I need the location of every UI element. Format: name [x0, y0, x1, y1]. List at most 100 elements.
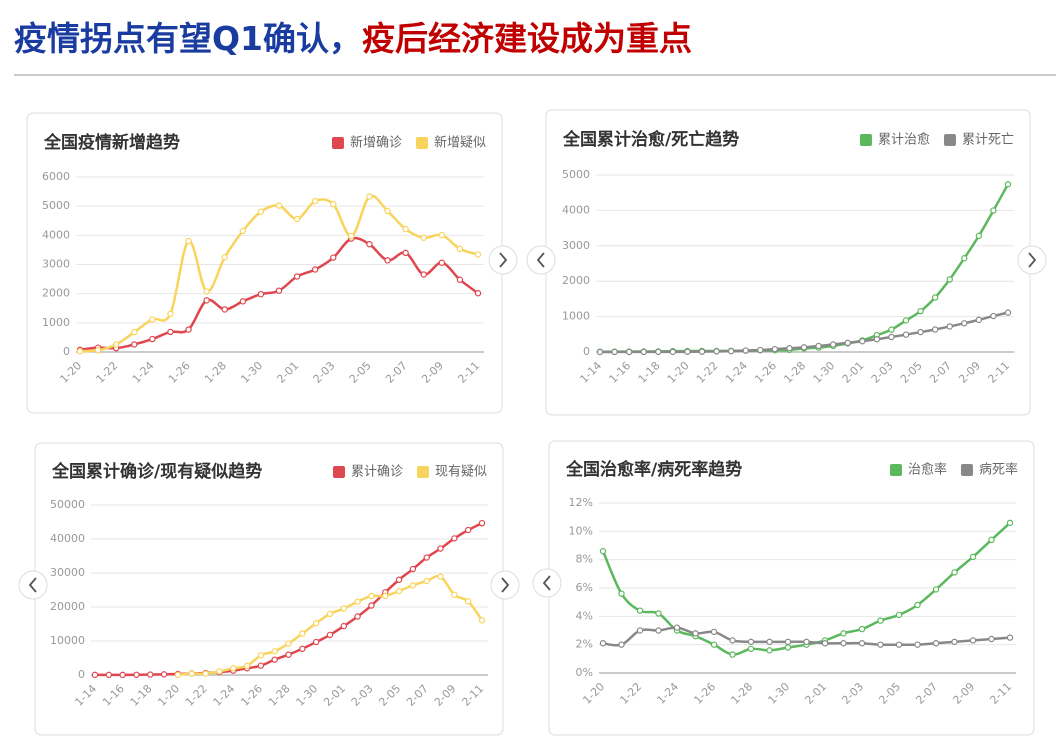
y-tick-label: 4%: [576, 609, 593, 622]
slide-title: 疫情拐点有望Q1确认，疫后经济建设成为重点: [14, 19, 692, 58]
y-tick-label: 10000: [50, 634, 85, 647]
legend-swatch: [859, 134, 872, 146]
y-tick-label: 40000: [50, 532, 85, 545]
point: [917, 328, 924, 336]
point: [902, 331, 910, 338]
point: [611, 348, 618, 356]
point: [655, 610, 662, 617]
point: [185, 326, 192, 333]
y-tick-label: 20000: [50, 600, 85, 613]
point: [275, 202, 283, 209]
point: [94, 347, 102, 354]
point: [932, 586, 940, 593]
prev-button[interactable]: [532, 568, 562, 598]
point: [312, 619, 320, 627]
point: [221, 306, 228, 313]
legend-swatch: [889, 464, 902, 476]
point: [684, 348, 691, 355]
point: [451, 591, 458, 598]
point: [438, 231, 446, 239]
point: [975, 316, 983, 324]
point: [784, 638, 792, 646]
point: [478, 617, 486, 624]
point: [174, 671, 182, 679]
y-tick-label: 1000: [42, 316, 70, 329]
point: [914, 601, 921, 609]
point: [829, 341, 837, 348]
point: [330, 200, 337, 208]
chart-title: 全国累计治愈/死亡趋势: [562, 129, 739, 150]
point: [167, 328, 174, 336]
point: [395, 587, 403, 595]
next-button[interactable]: [488, 245, 518, 275]
point: [625, 348, 633, 356]
point: [888, 326, 895, 333]
chart-title: 全国累计确诊/现有疑似趋势: [51, 461, 262, 482]
point: [456, 245, 464, 253]
point: [815, 342, 822, 350]
point: [326, 610, 334, 618]
point: [636, 627, 644, 634]
point: [917, 307, 924, 315]
point: [655, 627, 662, 634]
legend-swatch: [960, 464, 973, 476]
y-tick-label: 6%: [576, 581, 593, 594]
y-tick-label: 1000: [562, 310, 590, 323]
y-tick-label: 4000: [562, 203, 590, 216]
point: [895, 611, 903, 619]
point: [618, 590, 625, 597]
point: [311, 197, 319, 205]
next-button[interactable]: [1017, 245, 1047, 275]
point: [821, 640, 829, 647]
point: [478, 519, 486, 527]
point: [969, 637, 977, 644]
point: [293, 215, 301, 223]
point: [330, 254, 337, 261]
legend-label: 病死率: [979, 462, 1018, 478]
y-tick-label: 3000: [562, 239, 590, 252]
point: [990, 312, 997, 320]
point: [91, 671, 99, 679]
legend-swatch: [416, 466, 429, 478]
point: [975, 232, 983, 240]
point: [167, 310, 174, 318]
point: [464, 526, 472, 534]
prev-button[interactable]: [526, 245, 556, 275]
y-tick-label: 0: [63, 345, 70, 358]
point: [673, 624, 681, 631]
point: [784, 644, 792, 651]
next-button[interactable]: [490, 570, 520, 600]
point: [729, 637, 736, 644]
point: [299, 630, 306, 637]
point: [230, 665, 237, 672]
point: [105, 671, 113, 679]
legend-label: 治愈率: [908, 462, 947, 478]
point: [747, 638, 755, 646]
point: [599, 547, 607, 555]
point: [271, 648, 278, 655]
point: [239, 227, 247, 235]
point: [803, 638, 810, 646]
point: [698, 348, 706, 355]
point: [299, 645, 306, 652]
point: [354, 613, 361, 620]
prev-button[interactable]: [18, 570, 48, 600]
point: [840, 640, 847, 647]
point: [160, 671, 168, 678]
point: [285, 640, 292, 647]
point: [946, 276, 953, 283]
point: [340, 622, 347, 630]
point: [1004, 181, 1012, 188]
y-tick-label: 5000: [562, 168, 590, 181]
point: [988, 635, 995, 643]
y-tick-label: 10%: [569, 524, 593, 537]
point: [275, 287, 283, 294]
point: [961, 255, 968, 262]
y-tick-label: 5000: [42, 199, 70, 212]
point: [873, 336, 881, 343]
point: [464, 598, 472, 605]
legend-swatch: [415, 137, 428, 149]
point: [402, 225, 409, 233]
